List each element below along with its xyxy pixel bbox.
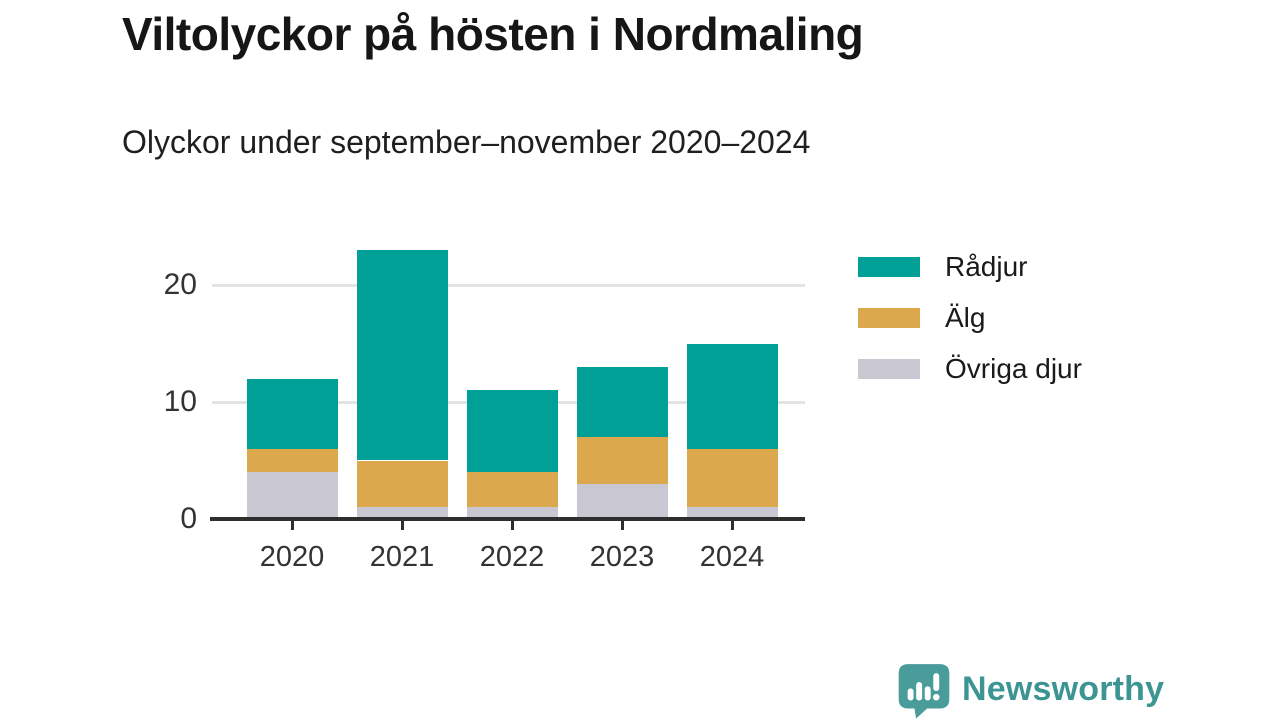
bar-segment--lg-2024 — [686, 448, 778, 508]
chart-subtitle: Olyckor under september–november 2020–20… — [122, 124, 811, 160]
x-tick-label-2023: 2023 — [589, 541, 655, 573]
logo-bar-3 — [924, 686, 931, 701]
bar-segment--vriga-djur-2023 — [576, 483, 668, 519]
bar-segment-r-djur-2020 — [246, 378, 338, 449]
bar-segment--vriga-djur-2020 — [246, 472, 338, 519]
logo-exclamation-dot — [932, 693, 940, 701]
y-tick-label-20: 20 — [163, 268, 197, 301]
legend-swatch--lg — [858, 307, 920, 328]
x-axis-line — [210, 517, 805, 521]
newsworthy-logo-text: Newsworthy — [962, 670, 1165, 708]
logo-exclamation-bar — [933, 673, 940, 692]
x-tick-mark-2023 — [620, 521, 624, 530]
chart-title: Viltolyckor på hösten i Nordmaling — [122, 8, 864, 60]
legend-swatch-r-djur — [858, 256, 920, 277]
legend-row-r-djur: Rådjur — [858, 241, 1082, 292]
legend: Rådjur Älg Övriga djur — [858, 241, 1082, 394]
legend-label--vriga-djur: Övriga djur — [945, 352, 1082, 384]
bar-segment--lg-2022 — [466, 472, 558, 508]
bar-segment--vriga-djur-2021 — [356, 507, 448, 519]
legend-swatch--vriga-djur — [858, 358, 920, 379]
legend-label-r-djur: Rådjur — [945, 250, 1028, 282]
y-tick-label-0: 0 — [180, 502, 197, 535]
x-tick-mark-2020 — [290, 521, 294, 530]
bar-segment--vriga-djur-2022 — [466, 507, 558, 519]
bar-segment-r-djur-2022 — [466, 390, 558, 473]
bar-segment-r-djur-2024 — [686, 343, 778, 449]
x-tick-mark-2022 — [510, 521, 514, 530]
bar-segment--lg-2021 — [356, 460, 448, 508]
x-tick-label-2024: 2024 — [699, 541, 765, 573]
bar-segment--lg-2020 — [246, 448, 338, 473]
x-tick-label-2022: 2022 — [479, 541, 545, 573]
bar-segment-r-djur-2023 — [576, 366, 668, 438]
legend-row--vriga-djur: Övriga djur — [858, 343, 1082, 394]
x-tick-mark-2024 — [730, 521, 734, 530]
legend-row--lg: Älg — [858, 292, 1082, 343]
bar-segment--lg-2023 — [576, 437, 668, 484]
legend-label--lg: Älg — [945, 301, 986, 333]
newsworthy-logo: Newsworthy — [896, 662, 1164, 719]
bar-segment-r-djur-2021 — [356, 249, 448, 461]
newsworthy-logo-icon — [898, 664, 950, 719]
logo-bar-1 — [907, 688, 914, 701]
gridline-20 — [212, 283, 805, 287]
x-tick-mark-2021 — [400, 521, 404, 530]
x-tick-label-2021: 2021 — [369, 541, 435, 573]
logo-bar-2 — [916, 682, 923, 701]
bar-segment--vriga-djur-2024 — [686, 507, 778, 519]
x-tick-label-2020: 2020 — [259, 541, 325, 573]
y-tick-label-10: 10 — [163, 385, 197, 418]
